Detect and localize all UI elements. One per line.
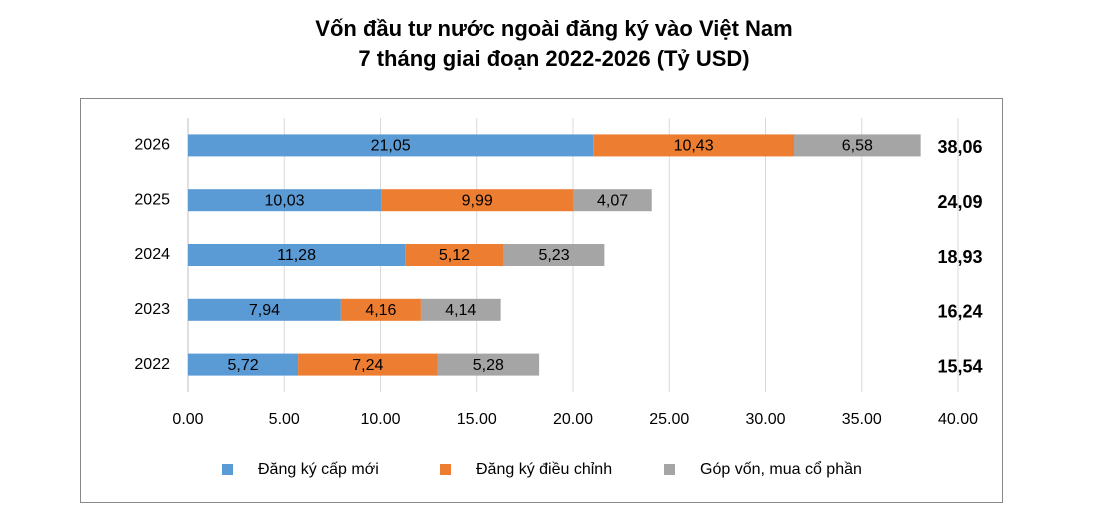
legend-label: Đăng ký điều chỉnh: [476, 461, 612, 478]
y-tick-label: 2026: [134, 137, 170, 154]
x-tick-label: 5.00: [269, 411, 300, 428]
bar-segment: [298, 353, 438, 376]
x-tick-label: 20.00: [553, 411, 593, 428]
data-label: 5,23: [538, 247, 569, 264]
bar-segment: [188, 298, 341, 321]
total-label: 38,06: [937, 137, 982, 157]
x-tick-label: 35.00: [842, 411, 882, 428]
x-tick-label: 25.00: [649, 411, 689, 428]
data-label: 6,58: [842, 138, 873, 155]
legend-label: Góp vốn, mua cổ phần: [700, 460, 862, 478]
bar-segment: [437, 353, 540, 376]
data-label: 4,14: [445, 302, 476, 319]
legend-swatch: [440, 464, 451, 475]
bar-segment: [188, 244, 406, 266]
x-tick-label: 15.00: [457, 411, 497, 428]
bar-segment: [420, 298, 501, 321]
bar-segment: [188, 189, 382, 212]
bar-segment: [381, 189, 574, 212]
data-label: 10,43: [674, 138, 714, 155]
chart-title: 7 tháng giai đoạn 2022-2026 (Tỷ USD): [358, 46, 749, 71]
total-label: 24,09: [937, 192, 982, 212]
bar-segment: [340, 298, 421, 321]
y-tick-label: 2024: [134, 246, 170, 263]
data-label: 9,99: [462, 192, 493, 209]
total-label: 18,93: [937, 247, 982, 267]
bar-segment: [503, 244, 605, 266]
y-tick-label: 2022: [134, 356, 170, 373]
data-label: 4,07: [597, 192, 628, 209]
data-label: 21,05: [371, 138, 411, 155]
total-label: 15,54: [937, 356, 982, 376]
bar-segment: [793, 134, 921, 157]
bar-segment: [593, 134, 794, 157]
data-label: 5,72: [227, 357, 258, 374]
legend-swatch: [222, 464, 233, 475]
bar-segment: [188, 353, 299, 376]
data-label: 4,16: [365, 302, 396, 319]
x-tick-label: 0.00: [172, 411, 203, 428]
x-tick-label: 10.00: [360, 411, 400, 428]
bar-segment: [405, 244, 504, 266]
legend-swatch: [664, 464, 675, 475]
total-label: 16,24: [937, 302, 982, 322]
y-tick-label: 2023: [134, 301, 170, 318]
data-label: 5,12: [439, 247, 470, 264]
legend-label: Đăng ký cấp mới: [258, 461, 379, 478]
x-tick-label: 40.00: [938, 411, 978, 428]
chart-title: Vốn đầu tư nước ngoài đăng ký vào Việt N…: [315, 16, 792, 41]
bar-segment: [573, 189, 652, 212]
x-tick-label: 30.00: [745, 411, 785, 428]
data-label: 10,03: [265, 192, 305, 209]
data-label: 11,28: [277, 247, 316, 264]
chart-border: [80, 98, 1003, 503]
y-tick-label: 2025: [134, 191, 170, 208]
data-label: 5,28: [473, 357, 504, 374]
data-label: 7,94: [249, 302, 280, 319]
bar-segment: [188, 134, 594, 157]
data-label: 7,24: [352, 357, 383, 374]
